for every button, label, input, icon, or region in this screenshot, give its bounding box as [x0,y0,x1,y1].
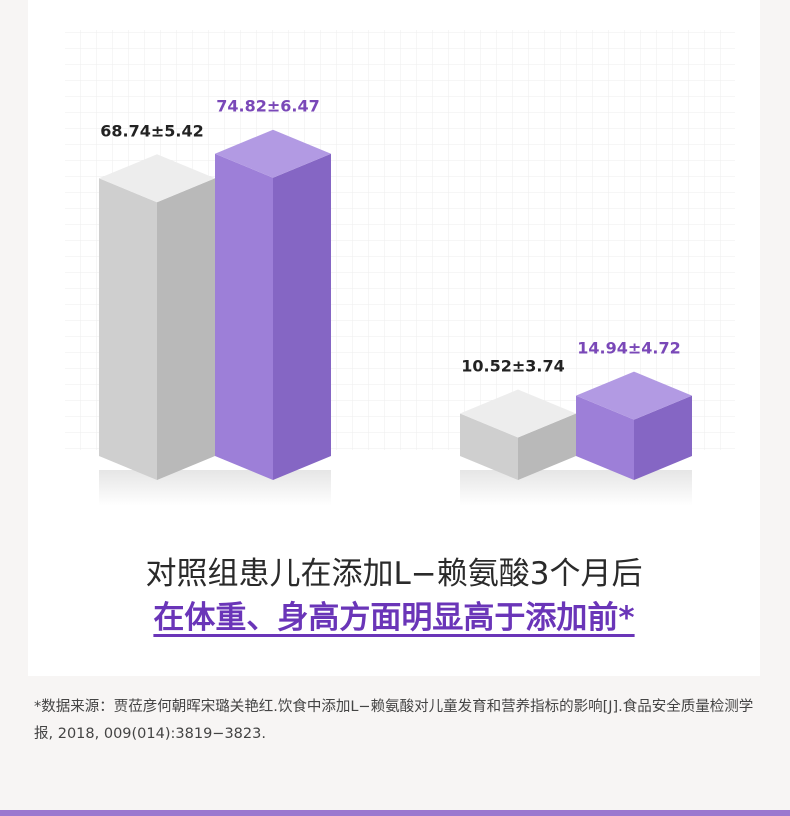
bar-top-face [215,129,331,178]
headline-line-2-text: 在体重、身高方面明显高于添加前* [153,600,635,636]
bottom-accent-bar [0,810,790,816]
source-note: *数据来源：贾莅彦何朝晖宋璐关艳红.饮食中添加L−赖氨酸对儿童发育和营养指标的影… [34,699,754,742]
bar-left-face [99,178,157,480]
bar-2-2: 14.94±4.72 [576,339,692,506]
bar-left-face [576,395,634,480]
bar-right-face [157,178,215,480]
bar-right-face [518,413,576,480]
bar-right-face [634,395,692,480]
bar-value-label: 10.52±3.74 [461,356,565,375]
bar-value-label: 14.94±4.72 [577,339,681,358]
bar-top-face [99,154,215,203]
bar-top-face [576,371,692,420]
bar-1-1: 68.74±5.42 [99,121,215,506]
bar-top-face [460,389,576,438]
bar-2-1: 10.52±3.74 [460,356,576,506]
bar-left-face [215,153,273,480]
bar-value-label: 68.74±5.42 [100,121,204,140]
bar-left-face [460,413,518,480]
bar-chart: 68.74±5.42 74.82±6.47 10.52±3.74 14.94±4.72 [65,30,735,506]
headline-line-2: 在体重、身高方面明显高于添加前* [28,592,760,637]
bar-1-2: 74.82±6.47 [215,97,331,506]
headline-line-1: 对照组患儿在添加L−赖氨酸3个月后 [145,556,643,592]
bar-right-face [273,153,331,480]
bar-value-label: 74.82±6.47 [216,97,320,116]
